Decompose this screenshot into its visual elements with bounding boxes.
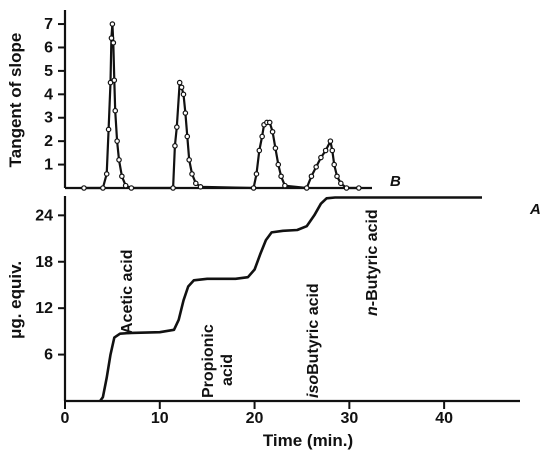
curve-b-point	[128, 185, 135, 191]
curve-b-point	[193, 180, 199, 187]
upper-y-ticks	[58, 23, 65, 166]
annotation-acetic-acid: Acetic acid	[119, 250, 136, 334]
lower-x-ticks	[64, 401, 446, 409]
upper-y-axis-title: Tangent of slope	[6, 33, 25, 168]
annotation-propionic-line2: acid	[219, 354, 236, 386]
annotation-isobutyric-acid: isoButyric acid	[305, 283, 322, 398]
upper-y-tick-label: 4	[44, 86, 53, 103]
curve-b-point	[272, 145, 279, 151]
annotation-iso-rest: Butyric acid	[305, 283, 322, 375]
curve-a-group	[99, 196, 482, 402]
curve-b-point	[356, 185, 362, 191]
curve-b-point	[174, 124, 180, 130]
curve-b-point	[282, 182, 288, 189]
curve-b-point	[103, 171, 110, 177]
curve-b-point	[112, 107, 119, 114]
curve-b-point	[318, 154, 324, 161]
curve-b-point	[334, 173, 340, 180]
curve-b-point	[109, 21, 116, 27]
curve-b-point	[81, 185, 87, 191]
curve-b-point	[189, 171, 195, 177]
curve-b-point	[329, 147, 336, 154]
upper-y-tick-label: 5	[44, 63, 53, 80]
curve-b-point	[331, 161, 337, 168]
curve-a-line	[99, 196, 482, 402]
curve-b-point	[275, 161, 282, 168]
upper-y-tick-label: 6	[44, 39, 53, 56]
annotation-propionic-acid: Propionic acid	[200, 320, 236, 398]
curve-b-point	[278, 173, 284, 180]
curve-b-point	[180, 91, 187, 98]
upper-y-tick-label: 2	[44, 133, 53, 150]
curve-b-point	[111, 77, 118, 84]
curve-b-point	[110, 39, 117, 46]
lower-y-tick-label: 24	[35, 207, 53, 224]
lower-y-axis-title: μg. equiv.	[6, 261, 25, 339]
lower-x-tick-label: 10	[151, 410, 169, 427]
lower-x-tick-label: 0	[61, 410, 70, 427]
curve-b-point	[266, 119, 273, 126]
curve-b-point	[197, 184, 204, 190]
curve-b-point	[114, 138, 120, 144]
curve-b-point	[256, 147, 263, 154]
curve-a-label: A	[529, 201, 541, 218]
curve-b-point	[107, 79, 114, 86]
curve-b-label: B	[390, 173, 401, 190]
upper-y-tick-label: 7	[44, 16, 53, 33]
curve-b-point	[259, 133, 265, 140]
curve-b-point	[313, 164, 319, 170]
curve-b-point	[122, 182, 129, 189]
lower-x-tick-label: 40	[435, 410, 453, 427]
annotation-propionic-line1: Propionic	[200, 324, 217, 398]
curve-b-point	[172, 143, 178, 149]
curve-b-point	[322, 147, 329, 154]
lower-y-tick-label: 18	[35, 254, 53, 271]
lower-y-tick-label: 12	[35, 300, 53, 317]
curve-b-group	[81, 21, 362, 191]
curve-b-point	[269, 128, 276, 135]
lower-x-axis-title: Time (min.)	[263, 431, 353, 450]
lower-x-tick-labels: 0 10 20 30 40	[61, 410, 454, 427]
curve-b-point	[308, 173, 315, 180]
curve-b-point	[338, 180, 344, 187]
curve-b-point	[108, 35, 115, 41]
upper-y-tick-label: 1	[44, 157, 53, 174]
curve-b-point	[327, 138, 334, 144]
curve-b-point	[178, 84, 185, 91]
annotation-n-rest: -Butyric acid	[364, 209, 381, 306]
curve-b-point	[105, 126, 112, 133]
curve-b-point	[186, 157, 192, 163]
curve-b-point	[116, 157, 122, 163]
curve-b-point	[119, 173, 125, 180]
lower-x-tick-label: 30	[340, 410, 358, 427]
upper-y-tick-label: 3	[44, 110, 53, 127]
lower-y-ticks	[58, 214, 65, 356]
curve-b-point	[303, 185, 310, 191]
annotation-n-butyric-acid: n-Butyric acid	[364, 209, 381, 316]
curve-b-point	[170, 185, 176, 191]
curve-b-point	[250, 185, 257, 191]
curve-b-point	[176, 79, 183, 86]
lower-x-tick-label: 20	[246, 410, 264, 427]
curve-b-point	[184, 133, 191, 140]
curve-b-point	[253, 171, 260, 177]
lower-y-tick-labels: 6 12 18 24	[35, 207, 53, 363]
curve-b-point	[182, 110, 189, 116]
curve-b-point	[100, 185, 106, 191]
upper-y-tick-labels: 1 2 3 4 5 6 7	[44, 16, 53, 174]
lower-y-tick-label: 6	[44, 347, 53, 364]
annotation-n-prefix: n	[364, 306, 381, 316]
curve-b-point	[343, 185, 350, 191]
curve-b-line	[84, 23, 359, 190]
annotation-iso-prefix: iso	[305, 375, 322, 398]
